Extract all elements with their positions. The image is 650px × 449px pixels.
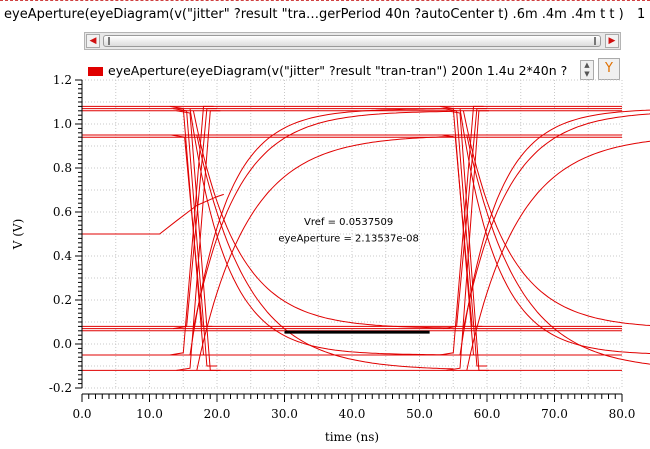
trace-fall	[441, 134, 483, 327]
chart-traces	[82, 105, 650, 371]
scrollbar-thumb[interactable]	[103, 35, 601, 47]
trace-slow-fall	[196, 134, 454, 370]
x-tick-label: 30.0	[271, 407, 298, 421]
trace-fall	[439, 105, 484, 356]
legend-label: eyeAperture(eyeDiagram(v("jitter" ?resul…	[108, 63, 568, 78]
trace-slow-rise	[466, 140, 650, 371]
trace-slow-fall	[189, 108, 447, 356]
chart-ticks	[75, 79, 623, 402]
x-tick-label: 80.0	[609, 407, 636, 421]
legend: eyeAperture(eyeDiagram(v("jitter" ?resul…	[88, 63, 588, 81]
chart-grid	[81, 79, 623, 389]
y-tick-label: 0.8	[53, 161, 72, 175]
thumb-grip-right	[594, 37, 596, 45]
trace-slow-fall	[462, 110, 650, 326]
filter-icon[interactable]: Y	[598, 58, 620, 80]
trace-slow-fall	[459, 108, 650, 355]
trace-slow-rise	[462, 113, 650, 329]
x-tick-label: 70.0	[541, 407, 568, 421]
y-tick-label: 0.0	[53, 337, 72, 351]
x-tick-label: 60.0	[474, 407, 501, 421]
y-tick-label: 0.6	[53, 205, 72, 219]
expression-title: eyeAperture(eyeDiagram(v("jitter" ?resul…	[4, 7, 624, 22]
scroll-right-arrow-icon[interactable]: ▶	[605, 34, 619, 48]
trace-rise	[173, 108, 217, 330]
x-tick-label: 10.0	[136, 407, 163, 421]
x-tick-label: 0.0	[72, 407, 91, 421]
trace-slow-rise	[192, 110, 450, 329]
y-tick-label: 0.2	[53, 293, 72, 307]
trace-rise	[169, 105, 214, 356]
trace-fall	[443, 108, 487, 367]
chart-labels: Vref = 0.0537509 eyeAperture = 2.13537e-0…	[49, 73, 636, 421]
trace-initial	[82, 193, 224, 235]
annotation-label: Vref = 0.0537509	[304, 217, 393, 228]
y-tick-label: 1.2	[53, 73, 72, 87]
y-axis-title: V (V)	[11, 219, 25, 251]
trace-fall	[169, 105, 214, 356]
trace-slow-rise	[189, 108, 447, 356]
trace-slow-fall	[466, 134, 650, 365]
x-tick-label: 40.0	[339, 407, 366, 421]
legend-color-swatch	[88, 67, 103, 76]
trace-rise	[439, 105, 484, 356]
x-tick-label: 50.0	[406, 407, 433, 421]
trace-slow-rise	[459, 109, 650, 356]
trace-rise	[176, 110, 221, 371]
trace-fall	[173, 108, 217, 367]
trace-slow-rise	[196, 136, 454, 371]
annotation-label: eyeAperture = 2.13537e-08	[278, 234, 419, 245]
window-top-border	[0, 0, 650, 1]
thumb-grip-left	[108, 37, 110, 45]
trace-slow-fall	[192, 110, 450, 329]
y-tick-label: 1.0	[53, 117, 72, 131]
y-tick-label: 0.4	[53, 249, 72, 263]
x-axis-title: time (ns)	[325, 430, 379, 444]
horizontal-scrollbar[interactable]: ◀ ▶	[84, 32, 621, 50]
page-number: 1	[637, 7, 646, 22]
y-tick-label: -0.2	[49, 381, 72, 395]
scroll-left-arrow-icon[interactable]: ◀	[86, 34, 100, 48]
x-tick-label: 20.0	[204, 407, 231, 421]
